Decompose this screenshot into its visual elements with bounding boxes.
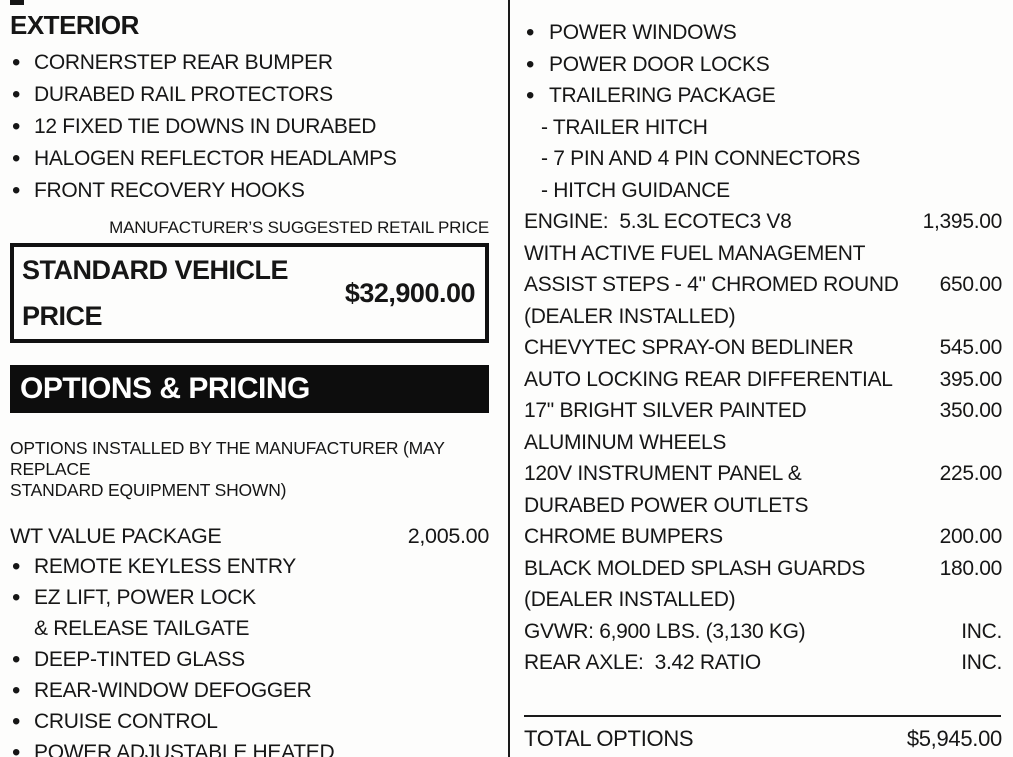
list-item: EZ LIFT, POWER LOCK — [10, 582, 489, 613]
exterior-feature-list: CORNERSTEP REAR BUMPER DURABED RAIL PROT… — [10, 47, 489, 207]
option-text: GVWR: 6,900 LBS. (3,130 KG) — [524, 619, 806, 643]
option-text: ENGINE: 5.3L ECOTEC3 V8 — [524, 210, 792, 233]
option-price: 1,395.00 — [922, 210, 1003, 233]
option-text: REAR AXLE: 3.42 RATIO — [524, 651, 761, 674]
option-row: TRAILERING PACKAGE — [524, 80, 1002, 112]
right-column: POWER WINDOWS POWER DOOR LOCKS TRAILERIN… — [524, 17, 1002, 754]
option-text: ALUMINUM WHEELS — [524, 430, 727, 454]
option-row: WITH ACTIVE FUEL MANAGEMENT — [524, 238, 1002, 270]
option-row: ASSIST STEPS - 4" CHROMED ROUND 650.00 — [524, 269, 1002, 301]
option-row: 120V INSTRUMENT PANEL & 225.00 — [524, 458, 1002, 490]
option-row: (DEALER INSTALLED) — [524, 584, 1002, 616]
total-options-label: TOTAL OPTIONS — [524, 725, 694, 751]
option-row: DURABED POWER OUTLETS — [524, 490, 1002, 522]
option-row: REAR AXLE: 3.42 RATIO INC. — [524, 647, 1002, 679]
option-text: DURABED POWER OUTLETS — [524, 493, 809, 517]
option-text: POWER DOOR LOCKS — [524, 49, 770, 81]
list-item: 12 FIXED TIE DOWNS IN DURABED — [10, 111, 489, 143]
list-item: DURABED RAIL PROTECTORS — [10, 79, 489, 111]
list-item: HALOGEN REFLECTOR HEADLAMPS — [10, 143, 489, 175]
list-item: POWER ADJUSTABLE HEATED — [10, 737, 489, 757]
package-feature-list: REMOTE KEYLESS ENTRY EZ LIFT, POWER LOCK… — [10, 551, 489, 757]
option-text: AUTO LOCKING REAR DIFFERENTIAL — [524, 367, 893, 391]
list-item: REMOTE KEYLESS ENTRY — [10, 551, 489, 582]
left-column: EXTERIOR CORNERSTEP REAR BUMPER DURABED … — [10, 0, 489, 757]
option-row: POWER DOOR LOCKS — [524, 49, 1002, 81]
option-price: 545.00 — [939, 336, 1003, 359]
option-text: WITH ACTIVE FUEL MANAGEMENT — [524, 241, 866, 265]
option-text: 17" BRIGHT SILVER PAINTED — [524, 399, 807, 422]
option-price: INC. — [961, 651, 1002, 674]
scan-artifact — [10, 0, 24, 5]
option-price: 200.00 — [939, 525, 1003, 548]
standard-price-value: $32,900.00 — [344, 278, 476, 308]
option-row: ALUMINUM WHEELS — [524, 427, 1002, 459]
option-price: 395.00 — [939, 367, 1003, 391]
option-text: - TRAILER HITCH — [541, 115, 708, 139]
option-text: ASSIST STEPS - 4" CHROMED ROUND — [524, 273, 899, 296]
list-item: DEEP-TINTED GLASS — [10, 644, 489, 675]
option-text: - 7 PIN AND 4 PIN CONNECTORS — [541, 147, 861, 170]
option-row: (DEALER INSTALLED) — [524, 301, 1002, 333]
option-row: AUTO LOCKING REAR DIFFERENTIAL 395.00 — [524, 364, 1002, 396]
package-price-row: WT VALUE PACKAGE 2,005.00 — [10, 522, 489, 550]
option-price: 180.00 — [939, 556, 1003, 580]
list-item: FRONT RECOVERY HOOKS — [10, 175, 489, 207]
column-divider — [508, 0, 510, 757]
list-item: REAR-WINDOW DEFOGGER — [10, 675, 489, 706]
option-row: GVWR: 6,900 LBS. (3,130 KG) INC. — [524, 616, 1002, 648]
option-text: CHEVYTEC SPRAY-ON BEDLINER — [524, 336, 854, 359]
option-sub-row: - 7 PIN AND 4 PIN CONNECTORS — [524, 143, 1002, 175]
standard-vehicle-price-box: STANDARD VEHICLE PRICE $32,900.00 — [10, 243, 489, 343]
option-row: ENGINE: 5.3L ECOTEC3 V8 1,395.00 — [524, 206, 1002, 238]
option-text: 120V INSTRUMENT PANEL & — [524, 462, 802, 485]
option-row: POWER WINDOWS — [524, 17, 1002, 49]
option-text: POWER WINDOWS — [524, 17, 737, 49]
package-price: 2,005.00 — [407, 524, 490, 548]
option-price: 350.00 — [939, 399, 1003, 422]
package-name: WT VALUE PACKAGE — [10, 524, 222, 548]
options-note-line: OPTIONS INSTALLED BY THE MANUFACTURER (M… — [10, 438, 445, 479]
list-item: CORNERSTEP REAR BUMPER — [10, 47, 489, 79]
standard-price-label: STANDARD VEHICLE PRICE — [22, 255, 289, 331]
total-options-row: TOTAL OPTIONS $5,945.00 — [524, 724, 1002, 754]
option-text: TRAILERING PACKAGE — [524, 80, 776, 112]
total-options-value: $5,945.00 — [906, 725, 1002, 751]
options-note: OPTIONS INSTALLED BY THE MANUFACTURER (M… — [10, 438, 489, 501]
option-row: CHEVYTEC SPRAY-ON BEDLINER 545.00 — [524, 332, 1002, 364]
list-item-continuation: & RELEASE TAILGATE — [34, 617, 250, 640]
option-text: (DEALER INSTALLED) — [524, 304, 736, 328]
exterior-heading: EXTERIOR — [10, 10, 139, 40]
options-pricing-header: OPTIONS & PRICING — [10, 365, 489, 413]
option-sub-row: - HITCH GUIDANCE — [524, 175, 1002, 207]
option-text: - HITCH GUIDANCE — [541, 178, 730, 202]
option-text: (DEALER INSTALLED) — [524, 588, 736, 611]
option-text: BLACK MOLDED SPLASH GUARDS — [524, 556, 866, 580]
options-note-line: STANDARD EQUIPMENT SHOWN) — [10, 480, 287, 500]
option-row: 17" BRIGHT SILVER PAINTED 350.00 — [524, 395, 1002, 427]
list-item: CRUISE CONTROL — [10, 706, 489, 737]
option-price: 225.00 — [939, 462, 1003, 485]
msrp-label: MANUFACTURER’S SUGGESTED RETAIL PRICE — [109, 218, 489, 237]
option-row: BLACK MOLDED SPLASH GUARDS 180.00 — [524, 553, 1002, 585]
option-sub-row: - TRAILER HITCH — [524, 112, 1002, 144]
option-price: INC. — [961, 619, 1002, 643]
option-text: CHROME BUMPERS — [524, 525, 723, 548]
option-row: CHROME BUMPERS 200.00 — [524, 521, 1002, 553]
total-divider-line — [524, 714, 1001, 717]
option-price: 650.00 — [939, 273, 1003, 296]
